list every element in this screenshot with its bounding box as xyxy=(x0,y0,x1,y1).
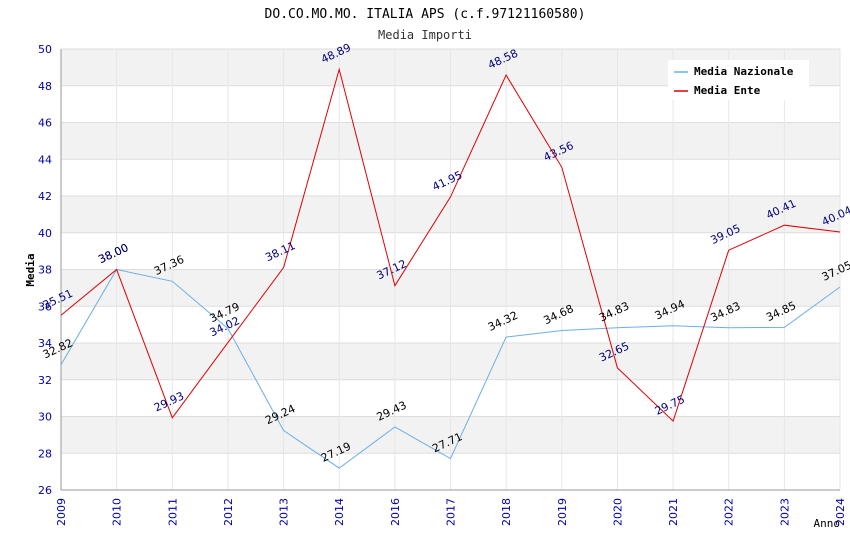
x-tick-label: 2010 xyxy=(111,498,124,526)
y-tick-label: 38 xyxy=(38,264,52,277)
x-tick-label: 2012 xyxy=(222,498,235,526)
x-tick-label: 2017 xyxy=(445,498,458,526)
x-tick-label: 2023 xyxy=(778,498,791,526)
chart-subtitle: Media Importi xyxy=(378,28,472,42)
y-tick-label: 30 xyxy=(38,411,52,424)
x-tick-label: 2024 xyxy=(834,498,847,526)
y-tick-label: 50 xyxy=(38,43,52,56)
series-line-ente xyxy=(60,67,841,423)
series-lines xyxy=(60,67,841,469)
x-tick-label: 2022 xyxy=(723,498,736,526)
legend: Media Nazionale Media Ente xyxy=(668,60,809,100)
series-line-nazionale xyxy=(60,268,841,469)
x-tick-label: 2021 xyxy=(667,498,680,526)
legend-label-nazionale: Media Nazionale xyxy=(694,65,794,78)
x-tick-label: 2019 xyxy=(556,498,569,526)
x-tick-label: 2018 xyxy=(500,498,513,526)
y-tick-label: 46 xyxy=(38,117,52,130)
x-tick-labels: 2009 2010 2011 2012 2013 2014 2016 2017 2018 2019… xyxy=(55,498,847,526)
x-tick-label: 2009 xyxy=(55,498,68,526)
y-tick-label: 40 xyxy=(38,227,52,240)
y-tick-label: 34 xyxy=(38,337,52,350)
y-tick-label: 28 xyxy=(38,447,52,460)
x-tick-label: 2020 xyxy=(611,498,624,526)
y-tick-label: 32 xyxy=(38,374,52,387)
legend-label-ente: Media Ente xyxy=(694,84,761,97)
legend-box xyxy=(668,60,809,100)
x-tick-label: 2016 xyxy=(389,498,402,526)
x-tick-label: 2011 xyxy=(166,498,179,526)
axes xyxy=(60,49,840,491)
y-tick-labels: 26 28 30 32 34 36 38 40 42 44 46 48 50 xyxy=(38,43,52,497)
y-tick-label: 48 xyxy=(38,80,52,93)
x-tick-label: 2014 xyxy=(333,498,346,526)
y-tick-label: 44 xyxy=(38,153,52,166)
y-axis-title: Media xyxy=(24,253,37,286)
y-tick-label: 26 xyxy=(38,484,52,497)
chart-title: DO.CO.MO.MO. ITALIA APS (c.f.97121160580… xyxy=(265,7,586,22)
x-axis-title: Anno xyxy=(814,517,841,530)
x-tick-label: 2013 xyxy=(278,498,291,526)
y-tick-label: 42 xyxy=(38,190,52,203)
y-tick-label: 36 xyxy=(38,300,52,313)
